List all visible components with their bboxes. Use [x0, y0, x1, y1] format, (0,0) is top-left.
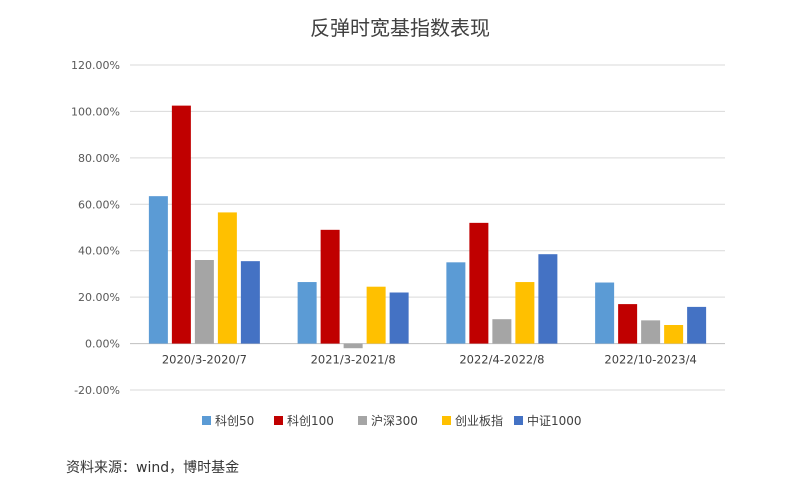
bar: [194, 260, 214, 344]
y-tick-label: 100.00%: [71, 105, 120, 118]
legend-swatch: [514, 416, 523, 425]
bar: [366, 286, 386, 344]
bar: [320, 229, 340, 344]
x-category-label: 2022/10-2023/4: [604, 353, 696, 367]
y-tick-label: 0.00%: [85, 338, 120, 351]
y-axis-ticks: -20.00% 0.00% 20.00% 40.00% 60.00% 80.00% 100.…: [71, 59, 120, 397]
bar: [595, 282, 615, 344]
bar: [171, 105, 191, 344]
legend-label: 沪深300: [371, 414, 418, 428]
bar: [641, 320, 661, 344]
bar: [343, 343, 363, 349]
legend-label: 中证1000: [527, 413, 582, 428]
bar: [515, 282, 535, 344]
bar: [240, 261, 260, 344]
bar: [217, 212, 237, 344]
bar: [297, 282, 317, 344]
chart-title: 反弹时宽基指数表现: [310, 16, 490, 40]
x-category-label: 2020/3-2020/7: [162, 353, 247, 367]
legend-swatch: [442, 416, 451, 425]
legend-label: 科创50: [215, 414, 254, 428]
source-note: 资料来源：wind，博时基金: [66, 460, 240, 476]
x-axis-categories: 2020/3-2020/7 2021/3-2021/8 2022/4-2022/8 2…: [162, 353, 697, 367]
legend-swatch: [202, 416, 211, 425]
legend-swatch: [358, 416, 367, 425]
bars: [148, 105, 707, 349]
x-category-label: 2022/4-2022/8: [459, 353, 544, 367]
x-category-label: 2021/3-2021/8: [311, 353, 396, 367]
y-tick-label: 20.00%: [78, 291, 120, 304]
bar: [492, 319, 512, 344]
bar: [687, 306, 707, 344]
bar: [148, 196, 168, 344]
bar: [664, 325, 684, 344]
y-tick-label: -20.00%: [74, 384, 120, 397]
y-tick-label: 60.00%: [78, 198, 120, 211]
bar: [389, 292, 409, 344]
bar: [446, 262, 466, 344]
bar: [538, 254, 558, 344]
bar: [469, 222, 489, 344]
legend: 科创50 科创100 沪深300 创业板指 中证1000: [202, 413, 582, 428]
bar: [618, 304, 638, 344]
legend-swatch: [274, 416, 283, 425]
y-tick-label: 120.00%: [71, 59, 120, 72]
legend-label: 科创100: [287, 414, 334, 428]
y-tick-label: 80.00%: [78, 152, 120, 165]
y-tick-label: 40.00%: [78, 245, 120, 258]
legend-label: 创业板指: [455, 413, 503, 428]
